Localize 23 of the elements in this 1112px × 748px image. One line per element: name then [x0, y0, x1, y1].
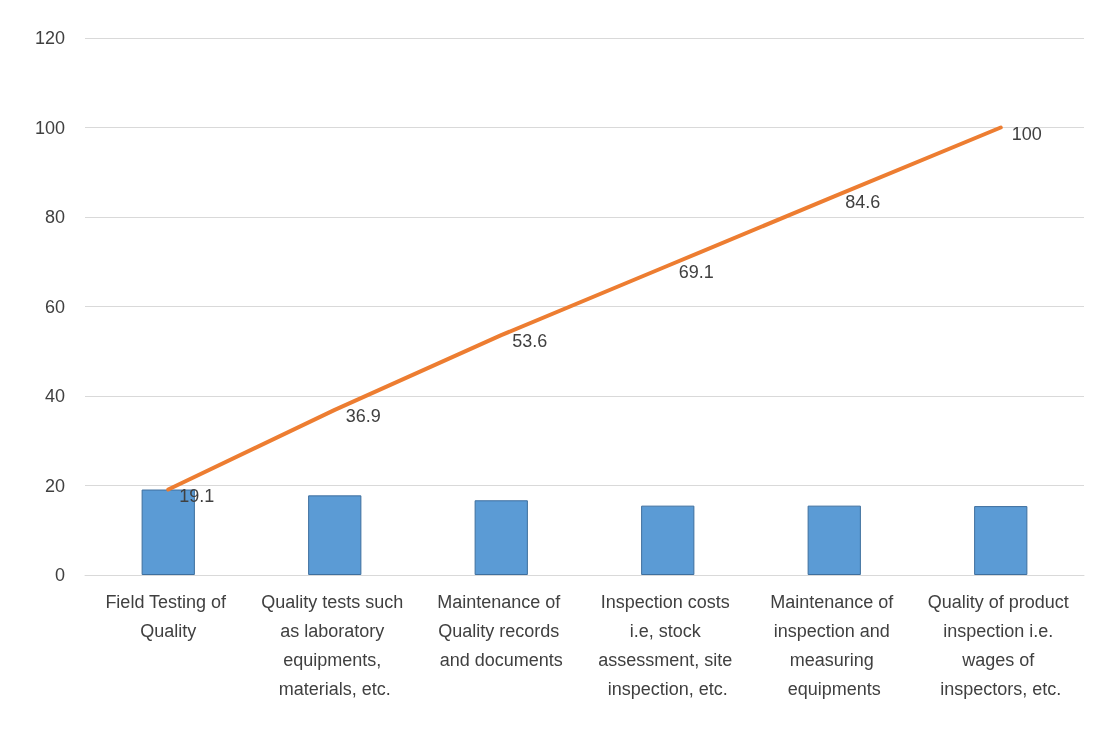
- data-label: 36.9: [345, 405, 381, 426]
- x-tick-label: Maintenance of Quality records and documents: [437, 591, 566, 670]
- bar: [474, 500, 528, 575]
- data-label: 69.1: [678, 261, 714, 282]
- x-tick-label: Maintenance of inspection and measuring equipments: [770, 591, 899, 699]
- data-label: 53.6: [512, 331, 548, 352]
- y-tick-label: 80: [44, 207, 65, 227]
- y-tick-label: 100: [34, 117, 65, 138]
- y-tick-label: 60: [44, 296, 65, 317]
- x-tick-label: Quality of product inspection i.e. wages of inspectors, etc.: [927, 591, 1074, 699]
- y-tick-label: 0: [54, 565, 65, 585]
- bar: [308, 495, 362, 575]
- y-tick-label: 120: [34, 28, 65, 48]
- y-tick-label: 20: [44, 475, 65, 496]
- x-tick-label: Quality tests such as laboratory equipments, materials, etc.: [261, 591, 409, 699]
- x-tick-label: Inspection costs i.e, stock assessment, site inspection, etc.: [598, 591, 738, 699]
- bar: [807, 505, 861, 575]
- y-tick-label: 40: [44, 386, 65, 406]
- x-tick-label: Field Testing of Quality: [105, 591, 232, 641]
- bar: [974, 506, 1028, 575]
- data-label: 84.6: [845, 192, 881, 213]
- data-label: 100: [1011, 123, 1042, 144]
- bar: [641, 505, 695, 575]
